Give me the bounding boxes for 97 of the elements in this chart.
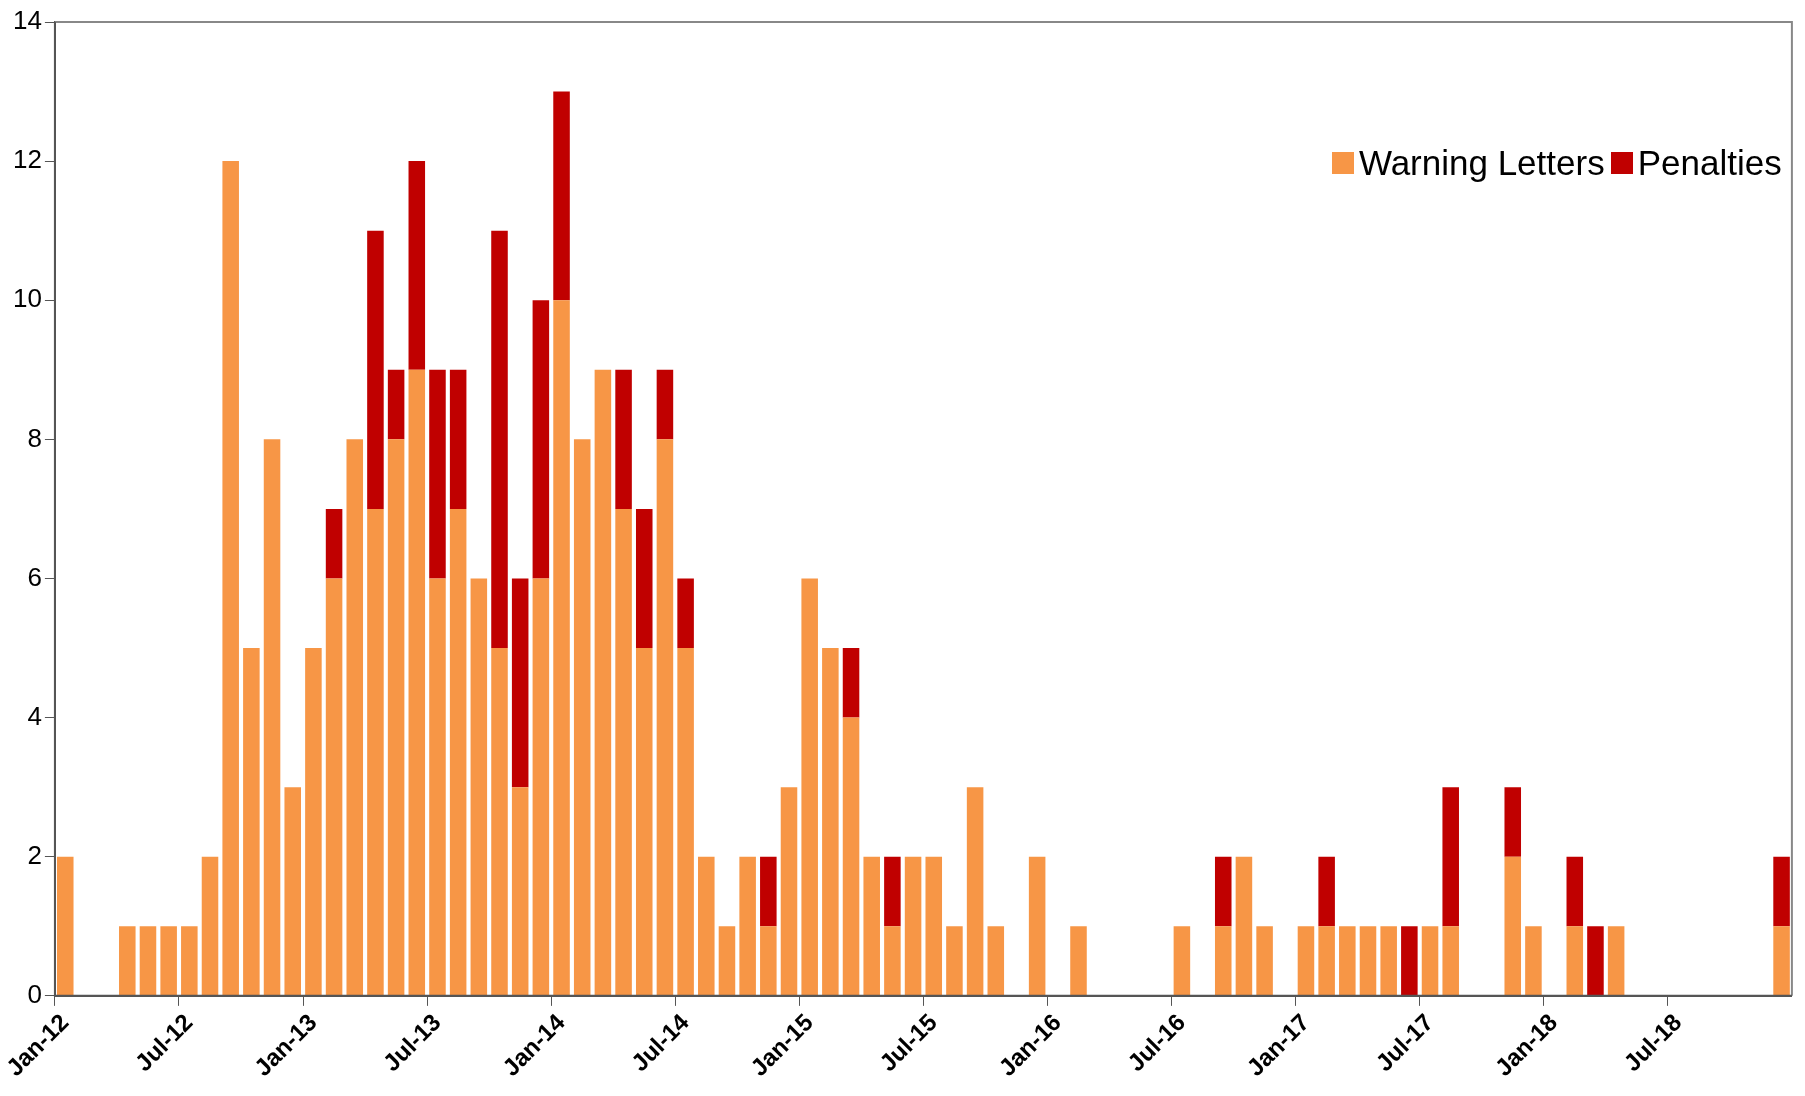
y-tick-label: 0 [27, 979, 42, 1010]
bar [1380, 926, 1397, 996]
bar [553, 300, 570, 996]
bar [449, 508, 467, 996]
y-tick-label: 2 [27, 839, 42, 870]
legend-label: Warning Letters [1358, 143, 1605, 183]
bar [201, 856, 219, 996]
bar [698, 856, 715, 996]
y-tick-label: 8 [27, 422, 42, 453]
bar [739, 856, 756, 996]
bar [511, 787, 529, 996]
y-tick-label: 6 [27, 561, 42, 592]
bar [325, 508, 343, 579]
bar [491, 230, 508, 649]
bar [635, 508, 653, 649]
bar [1214, 856, 1232, 927]
bar [346, 439, 364, 996]
bar [1504, 787, 1522, 857]
bar [760, 856, 777, 927]
bar [408, 161, 426, 370]
bar [56, 856, 74, 996]
bar [656, 439, 674, 996]
y-tick-label: 4 [27, 700, 42, 731]
bar [1525, 926, 1542, 996]
bar [1256, 926, 1273, 996]
bar [615, 508, 632, 996]
bar [243, 648, 260, 996]
bar [842, 648, 860, 718]
bar [1401, 926, 1418, 996]
bar [367, 508, 384, 996]
bar [532, 300, 550, 579]
bar [884, 926, 901, 996]
bar [656, 369, 674, 440]
bar [1339, 926, 1356, 996]
bar [1607, 926, 1625, 996]
bar [1773, 926, 1790, 996]
bar [263, 439, 281, 996]
bar [573, 439, 591, 996]
bar [429, 369, 446, 579]
bar [1566, 926, 1584, 996]
bar [615, 369, 632, 509]
bar [1070, 926, 1087, 996]
legend-label: Penalties [1637, 143, 1782, 183]
bar [677, 648, 694, 996]
bar [119, 926, 136, 996]
bar [801, 578, 818, 996]
bar [1421, 926, 1439, 996]
bar [1318, 926, 1335, 996]
bar [139, 926, 157, 996]
bar [760, 926, 777, 996]
bar [222, 161, 239, 996]
bar [449, 369, 467, 509]
bar [780, 787, 798, 996]
bar [1359, 926, 1377, 996]
bar [1587, 926, 1604, 996]
y-tick-label: 12 [13, 144, 42, 175]
bar [325, 578, 343, 996]
y-tick-label: 10 [13, 283, 42, 314]
bar [863, 856, 880, 996]
bar [429, 578, 446, 996]
bar [305, 648, 322, 996]
bar [594, 369, 612, 996]
bar [553, 91, 570, 301]
bar [925, 856, 943, 996]
bar [367, 230, 384, 509]
bar [904, 856, 922, 996]
bar [1173, 926, 1191, 996]
bar [1504, 856, 1522, 996]
bar [635, 648, 653, 996]
bar [1442, 787, 1459, 927]
bar [1773, 856, 1790, 927]
bar [1442, 926, 1459, 996]
bar [491, 648, 508, 996]
bar [1566, 856, 1584, 927]
bar [1028, 856, 1046, 996]
bar [966, 787, 984, 996]
bar [511, 578, 529, 788]
bar [1297, 926, 1315, 996]
bar [387, 369, 405, 440]
bar [1318, 856, 1335, 927]
bar [677, 578, 694, 649]
bar [1214, 926, 1232, 996]
bar [1235, 856, 1253, 996]
bar [718, 926, 736, 996]
bar [160, 926, 177, 996]
bar [884, 856, 901, 927]
bar [946, 926, 963, 996]
bar [842, 717, 860, 996]
bar [408, 369, 426, 996]
bar [532, 578, 550, 996]
y-tick-label: 14 [13, 5, 42, 36]
bar [181, 926, 198, 996]
bar [284, 787, 301, 996]
bar [470, 578, 488, 996]
bar [987, 926, 1005, 996]
bar [822, 648, 839, 996]
bar [387, 439, 405, 996]
